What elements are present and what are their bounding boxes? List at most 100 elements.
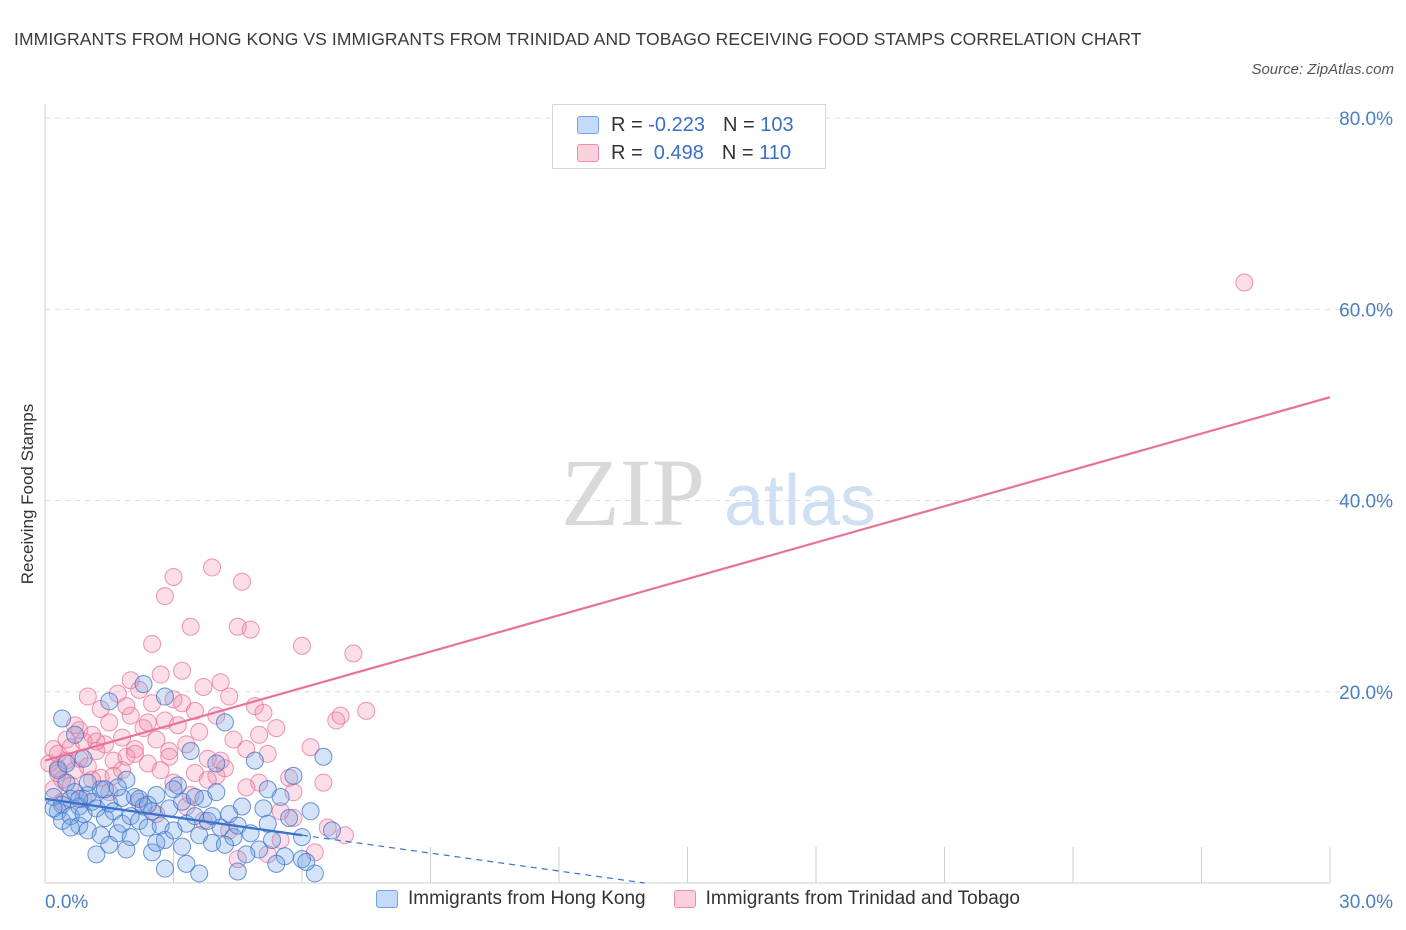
legend-label-trinidad: Immigrants from Trinidad and Tobago (705, 888, 1020, 909)
data-point-trinidad (1235, 273, 1254, 292)
legend-swatch-trinidad (577, 144, 599, 162)
correlation-legend: R = -0.223 N = 103 R = 0.498 N = 110 (552, 104, 826, 169)
trendline-trinidad (44, 396, 1331, 762)
data-point-hong-kong (314, 747, 333, 766)
legend-swatch-hong-kong (376, 890, 398, 908)
data-point-hong-kong (233, 797, 252, 816)
y-tick-label: 40.0% (1339, 492, 1393, 513)
data-point-trinidad (151, 665, 170, 684)
legend-item-trinidad[interactable]: Immigrants from Trinidad and Tobago (673, 888, 1020, 910)
data-point-trinidad (181, 617, 200, 636)
data-point-hong-kong (203, 807, 222, 826)
data-point-hong-kong (74, 749, 93, 768)
axes (44, 104, 1331, 884)
data-point-hong-kong (100, 692, 119, 711)
legend-row-hong-kong: R = -0.223 N = 103 (577, 111, 794, 139)
data-point-hong-kong (91, 826, 110, 845)
data-point-trinidad (211, 673, 230, 692)
data-point-hong-kong (57, 754, 76, 773)
data-point-trinidad (237, 778, 256, 797)
data-point-hong-kong (155, 859, 174, 878)
y-tick-label: 80.0% (1339, 109, 1393, 130)
data-point-trinidad (100, 713, 119, 732)
data-point-hong-kong (138, 795, 157, 814)
data-point-trinidad (228, 850, 247, 869)
data-point-trinidad (190, 722, 209, 741)
data-point-hong-kong (258, 780, 277, 799)
data-point-hong-kong (78, 773, 97, 792)
data-point-hong-kong (245, 751, 264, 770)
data-point-hong-kong (155, 687, 174, 706)
data-point-trinidad (314, 773, 333, 792)
data-point-trinidad (117, 697, 136, 716)
legend-label-hong-kong: Immigrants from Hong Kong (408, 888, 646, 909)
data-point-trinidad (267, 719, 286, 738)
data-point-trinidad (113, 728, 132, 747)
data-point-trinidad (125, 740, 144, 759)
data-point-trinidad (194, 677, 213, 696)
data-point-hong-kong (44, 799, 63, 818)
data-point-trinidad (121, 706, 140, 725)
data-point-hong-kong (190, 864, 209, 883)
data-point-hong-kong (65, 725, 84, 744)
data-point-trinidad (78, 687, 97, 706)
data-point-trinidad (173, 694, 192, 713)
data-point-trinidad (203, 558, 222, 577)
legend-row-trinidad: R = 0.498 N = 110 (577, 139, 791, 167)
data-point-hong-kong (297, 852, 316, 871)
legend-item-hong-kong[interactable]: Immigrants from Hong Kong (376, 888, 646, 910)
watermark-zip: ZIP (561, 439, 705, 546)
data-point-trinidad (155, 587, 174, 606)
data-point-trinidad (331, 706, 350, 725)
x-tick-label: 0.0% (45, 892, 88, 913)
data-point-hong-kong (143, 843, 162, 862)
y-tick-label: 60.0% (1339, 300, 1393, 321)
legend-n-label: N = (722, 113, 761, 136)
data-point-trinidad (147, 730, 166, 749)
data-point-trinidad (357, 701, 376, 720)
data-point-hong-kong (284, 766, 303, 785)
data-point-hong-kong (130, 789, 149, 808)
data-point-hong-kong (134, 675, 153, 694)
trendline-hong-kong-extension (301, 834, 645, 884)
data-point-hong-kong (147, 833, 166, 852)
data-point-hong-kong (61, 818, 80, 837)
data-point-trinidad (220, 687, 239, 706)
watermark: ZIP atlas (561, 439, 876, 546)
source-label: Source: ZipAtlas.com (1251, 61, 1394, 78)
data-point-hong-kong (301, 802, 320, 821)
legend-swatch-trinidad (673, 890, 696, 908)
grid-lines (45, 117, 1390, 693)
data-point-trinidad (284, 808, 303, 827)
data-point-hong-kong (215, 713, 234, 732)
data-point-hong-kong (322, 821, 341, 840)
legend-r-label: R = (611, 113, 649, 136)
data-point-trinidad (250, 725, 269, 744)
series-legend: Immigrants from Hong Kong Immigrants fro… (376, 888, 1048, 910)
data-point-hong-kong (181, 742, 200, 761)
data-point-trinidad (138, 713, 157, 732)
tick-labels: 20.0% 40.0% 60.0% 80.0% 0.0% 30.0% (45, 109, 1393, 913)
trendline-hong-kong (44, 797, 303, 837)
data-point-trinidad (125, 744, 144, 763)
data-point-hong-kong (280, 808, 299, 827)
legend-n-value: 103 (760, 113, 794, 136)
series-trinidad-points (40, 273, 1254, 869)
x-tick-label: 30.0% (1339, 892, 1393, 913)
data-point-trinidad (344, 644, 363, 663)
data-point-hong-kong (237, 845, 256, 864)
data-point-hong-kong (207, 754, 226, 773)
data-point-hong-kong (108, 778, 127, 797)
chart-title: IMMIGRANTS FROM HONG KONG VS IMMIGRANTS … (14, 29, 1142, 49)
legend-r-value: -0.223 (648, 113, 705, 136)
data-point-trinidad (233, 572, 252, 591)
data-point-hong-kong (53, 709, 72, 728)
data-point-trinidad (143, 634, 162, 653)
series-hong-kong-points (44, 675, 341, 883)
data-point-hong-kong (117, 840, 136, 859)
data-point-trinidad (160, 747, 179, 766)
data-point-hong-kong (228, 862, 247, 881)
data-point-trinidad (254, 703, 273, 722)
data-point-hong-kong (267, 854, 286, 873)
